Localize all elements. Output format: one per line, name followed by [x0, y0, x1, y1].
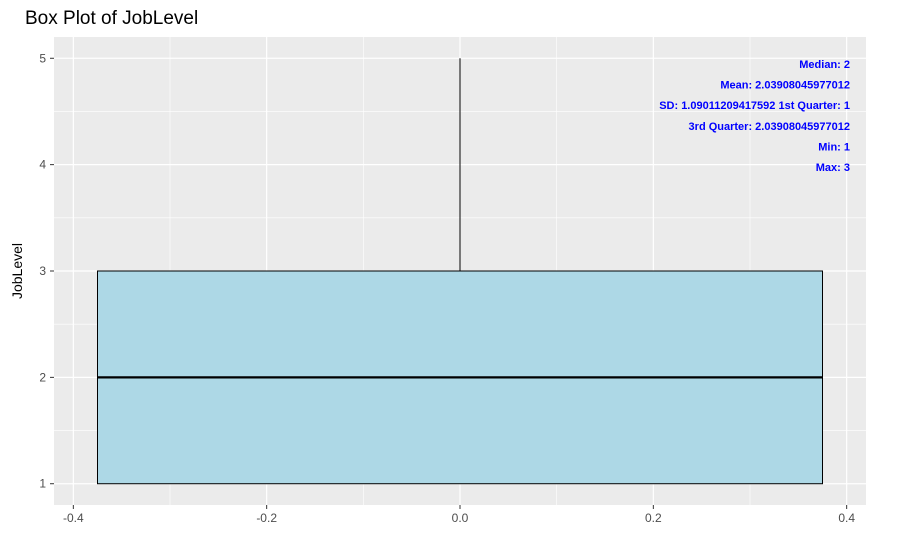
- annotation-text: Mean: 2.03908045977012: [720, 80, 850, 92]
- x-axis: -0.4 -0.2 0.0 0.2 0.4: [63, 505, 855, 525]
- y-tick-label: 3: [39, 264, 46, 278]
- x-tick-label: -0.2: [256, 511, 277, 525]
- annotation-text: Min: 1: [818, 141, 850, 153]
- annotation-text: Max: 3: [816, 162, 850, 174]
- x-tick-label: 0.2: [645, 511, 662, 525]
- x-tick-label: 0.0: [452, 511, 469, 525]
- y-axis: 1 2 3 4 5: [39, 51, 54, 491]
- box-layer: [97, 58, 823, 485]
- y-tick-label: 1: [39, 477, 46, 491]
- chart-title: Box Plot of JobLevel: [25, 8, 198, 29]
- y-axis-label: JobLevel: [9, 243, 25, 299]
- y-tick-label: 2: [39, 370, 46, 384]
- x-tick-label: -0.4: [63, 511, 84, 525]
- annotation-text: 3rd Quarter: 2.03908045977012: [689, 121, 850, 133]
- y-tick-label: 5: [39, 51, 46, 65]
- y-tick-label: 4: [39, 158, 46, 172]
- annotation-text: Median: 2: [799, 59, 850, 71]
- annotation-layer: Median: 2 Mean: 2.03908045977012 SD: 1.090…: [659, 59, 850, 174]
- x-tick-label: 0.4: [838, 511, 855, 525]
- annotation-text: SD: 1.09011209417592 1st Quarter: 1: [659, 100, 850, 112]
